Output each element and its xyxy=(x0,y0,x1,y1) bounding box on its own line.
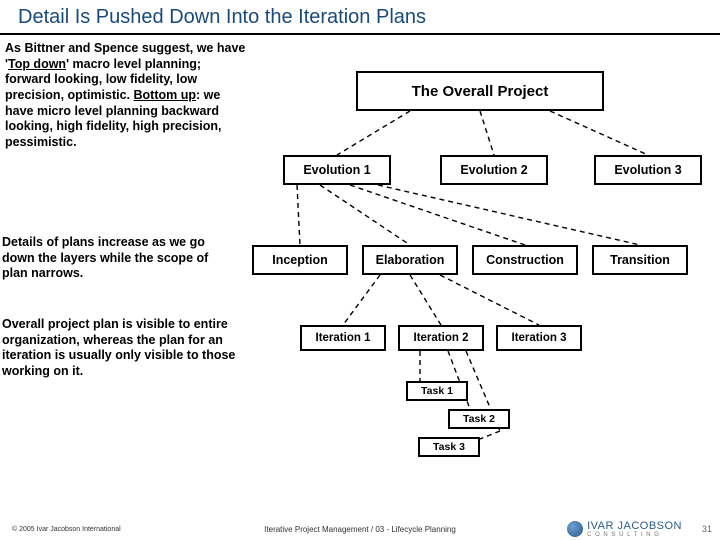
page-title: Detail Is Pushed Down Into the Iteration… xyxy=(0,0,720,35)
box-task-3: Task 3 xyxy=(418,437,480,457)
box-iteration-1: Iteration 1 xyxy=(300,325,386,351)
footer: © 2005 Ivar Jacobson International Itera… xyxy=(0,518,720,540)
box-inception: Inception xyxy=(252,245,348,275)
box-elaboration: Elaboration xyxy=(362,245,458,275)
box-evolution-3: Evolution 3 xyxy=(594,155,702,185)
paragraph-topdown: As Bittner and Spence suggest, we have '… xyxy=(5,41,250,150)
logo-main-text: IVAR JACOBSON xyxy=(587,520,682,532)
logo-sub-text: C O N S U L T I N G xyxy=(587,532,682,538)
footer-page-number: 31 xyxy=(702,524,712,534)
box-evolution-1: Evolution 1 xyxy=(283,155,391,185)
logo-sphere-icon xyxy=(567,521,583,537)
box-overall-project: The Overall Project xyxy=(356,71,604,111)
footer-center: Iterative Project Management / 03 - Life… xyxy=(264,525,456,534)
diagram-area: As Bittner and Spence suggest, we have '… xyxy=(0,35,720,515)
box-construction: Construction xyxy=(472,245,578,275)
footer-copyright: © 2005 Ivar Jacobson International xyxy=(12,526,121,533)
footer-logo: IVAR JACOBSON C O N S U L T I N G xyxy=(567,520,682,538)
p1-underline-bottomup: Bottom up xyxy=(134,88,196,102)
paragraph-details: Details of plans increase as we go down … xyxy=(2,235,222,282)
box-task-2: Task 2 xyxy=(448,409,510,429)
box-iteration-3: Iteration 3 xyxy=(496,325,582,351)
box-transition: Transition xyxy=(592,245,688,275)
paragraph-visibility: Overall project plan is visible to entir… xyxy=(2,317,250,380)
box-iteration-2: Iteration 2 xyxy=(398,325,484,351)
box-evolution-2: Evolution 2 xyxy=(440,155,548,185)
p1-underline-topdown: Top down xyxy=(8,57,66,71)
box-task-1: Task 1 xyxy=(406,381,468,401)
